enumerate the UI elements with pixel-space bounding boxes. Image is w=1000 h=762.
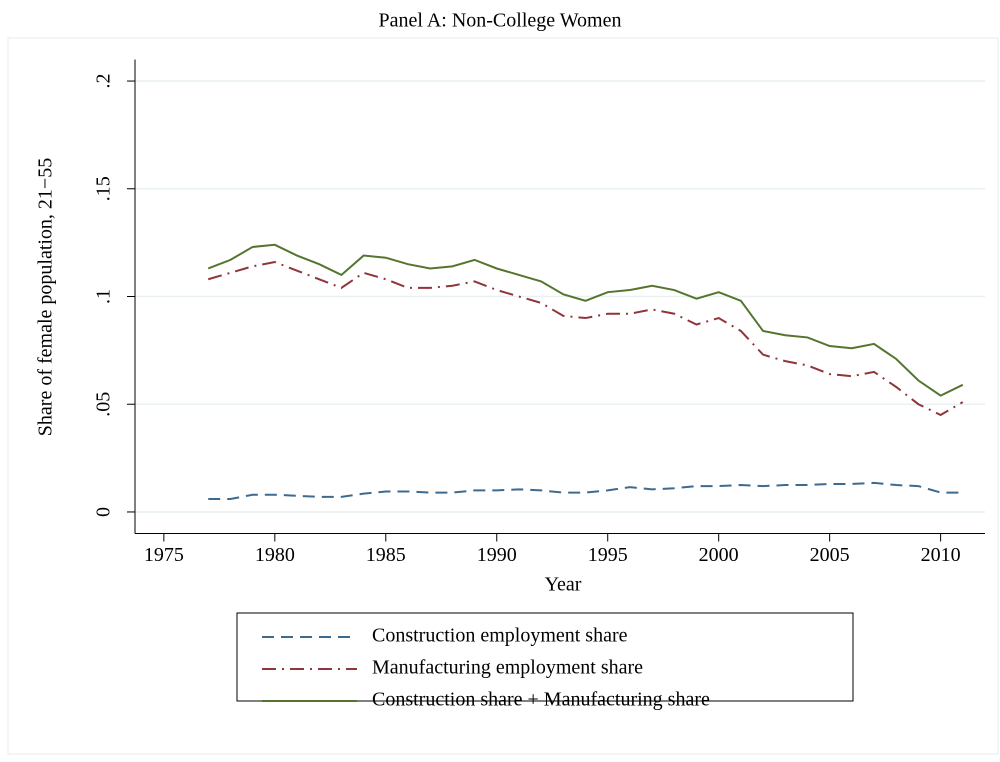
series-line	[208, 481, 963, 501]
y-tick-label: .1	[93, 289, 115, 304]
x-axis-title: Year	[545, 574, 582, 596]
legend-box	[236, 612, 854, 702]
x-tick-label: 1975	[144, 544, 184, 566]
series-line	[207, 243, 964, 397]
legend-label: Construction share + Manufacturing share	[372, 689, 710, 711]
chart-title: Panel A: Non-College Women	[379, 10, 622, 32]
series-line	[207, 260, 964, 417]
x-tick-label: 1995	[588, 544, 628, 566]
legend-label: Construction employment share	[372, 625, 628, 647]
y-tick-label: .2	[93, 74, 115, 89]
y-tick-label: .15	[93, 176, 115, 201]
y-tick-label: .05	[93, 392, 115, 417]
x-tick-label: 1985	[366, 544, 406, 566]
x-tick-label: 1980	[255, 544, 295, 566]
x-tick-label: 2010	[921, 544, 961, 566]
y-tick-label: 0	[93, 507, 115, 517]
y-axis-title: Share of female population, 21−55	[35, 158, 57, 436]
x-tick-label: 2005	[810, 544, 850, 566]
legend-label: Manufacturing employment share	[372, 657, 643, 679]
x-tick-label: 1990	[477, 544, 517, 566]
x-tick-label: 2000	[699, 544, 739, 566]
